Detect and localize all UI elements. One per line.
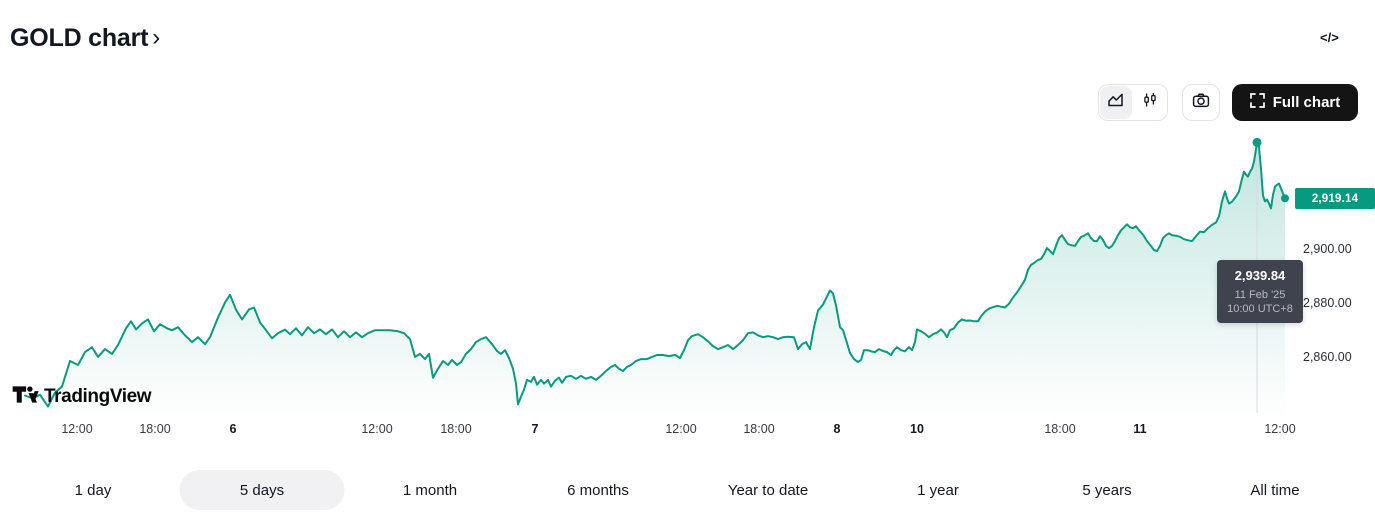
x-axis-label: 6 (229, 422, 237, 436)
full-chart-button[interactable]: Full chart (1232, 84, 1358, 121)
page-title[interactable]: GOLD chart › (10, 24, 160, 53)
range-button-5-years[interactable]: 5 years (1064, 470, 1149, 510)
tradingview-wordmark: TradingView (44, 386, 152, 407)
full-chart-label: Full chart (1272, 94, 1341, 111)
crosshair-point-marker (1252, 137, 1262, 147)
area-fill (25, 142, 1285, 415)
x-axis-label: 18:00 (440, 422, 472, 436)
tradingview-attribution[interactable]: TradingView (12, 384, 152, 410)
area-chart-icon (1107, 91, 1125, 114)
chevron-right-icon: › (152, 23, 161, 51)
price-line (24, 141, 1286, 408)
tradingview-logo-icon (12, 384, 39, 410)
tooltip-price: 2,939.84 (1234, 268, 1286, 283)
range-button-6-months[interactable]: 6 months (549, 470, 647, 510)
x-axis-label: 12:00 (1264, 422, 1296, 436)
x-axis-label: 10 (910, 422, 924, 436)
x-axis-label: 12:00 (61, 422, 93, 436)
embed-code-icon[interactable]: </> (1320, 30, 1339, 45)
range-button-1-year[interactable]: 1 year (899, 470, 977, 510)
range-button-1-month[interactable]: 1 month (385, 470, 475, 510)
candlestick-chart-button[interactable] (1134, 86, 1166, 119)
tooltip-date: 11 Feb '25 (1234, 289, 1286, 301)
snapshot-button[interactable] (1182, 84, 1220, 121)
y-axis-label: 2,880.00 (1303, 296, 1352, 310)
x-axis-label: 7 (531, 422, 539, 436)
range-button-1-day[interactable]: 1 day (57, 470, 130, 510)
x-axis-label: 12:00 (665, 422, 697, 436)
x-axis-label: 18:00 (743, 422, 775, 436)
crosshair-tooltip: 2,939.84 11 Feb '25 10:00 UTC+8 (1217, 260, 1303, 323)
x-axis-label: 18:00 (1044, 422, 1076, 436)
x-axis-label: 18:00 (139, 422, 171, 436)
chart-type-toggle (1098, 84, 1168, 121)
last-price-marker (1281, 194, 1289, 203)
candlestick-chart-icon (1141, 91, 1159, 114)
y-axis-label: 2,900.00 (1303, 242, 1352, 256)
last-price-badge: 2,919.14 (1295, 188, 1375, 209)
range-button-5-days[interactable]: 5 days (179, 470, 345, 510)
symbol-title: GOLD chart (10, 24, 149, 52)
fullscreen-icon (1249, 93, 1265, 112)
range-button-year-to-date[interactable]: Year to date (710, 470, 826, 510)
x-axis-label: 11 (1133, 422, 1147, 436)
y-axis-label: 2,860.00 (1303, 350, 1352, 364)
tooltip-time: 10:00 UTC+8 (1227, 303, 1293, 315)
range-button-all-time[interactable]: All time (1232, 470, 1317, 510)
x-axis-label: 8 (833, 422, 841, 436)
camera-icon (1191, 90, 1211, 115)
area-chart-button[interactable] (1100, 86, 1132, 119)
x-axis-label: 12:00 (361, 422, 393, 436)
